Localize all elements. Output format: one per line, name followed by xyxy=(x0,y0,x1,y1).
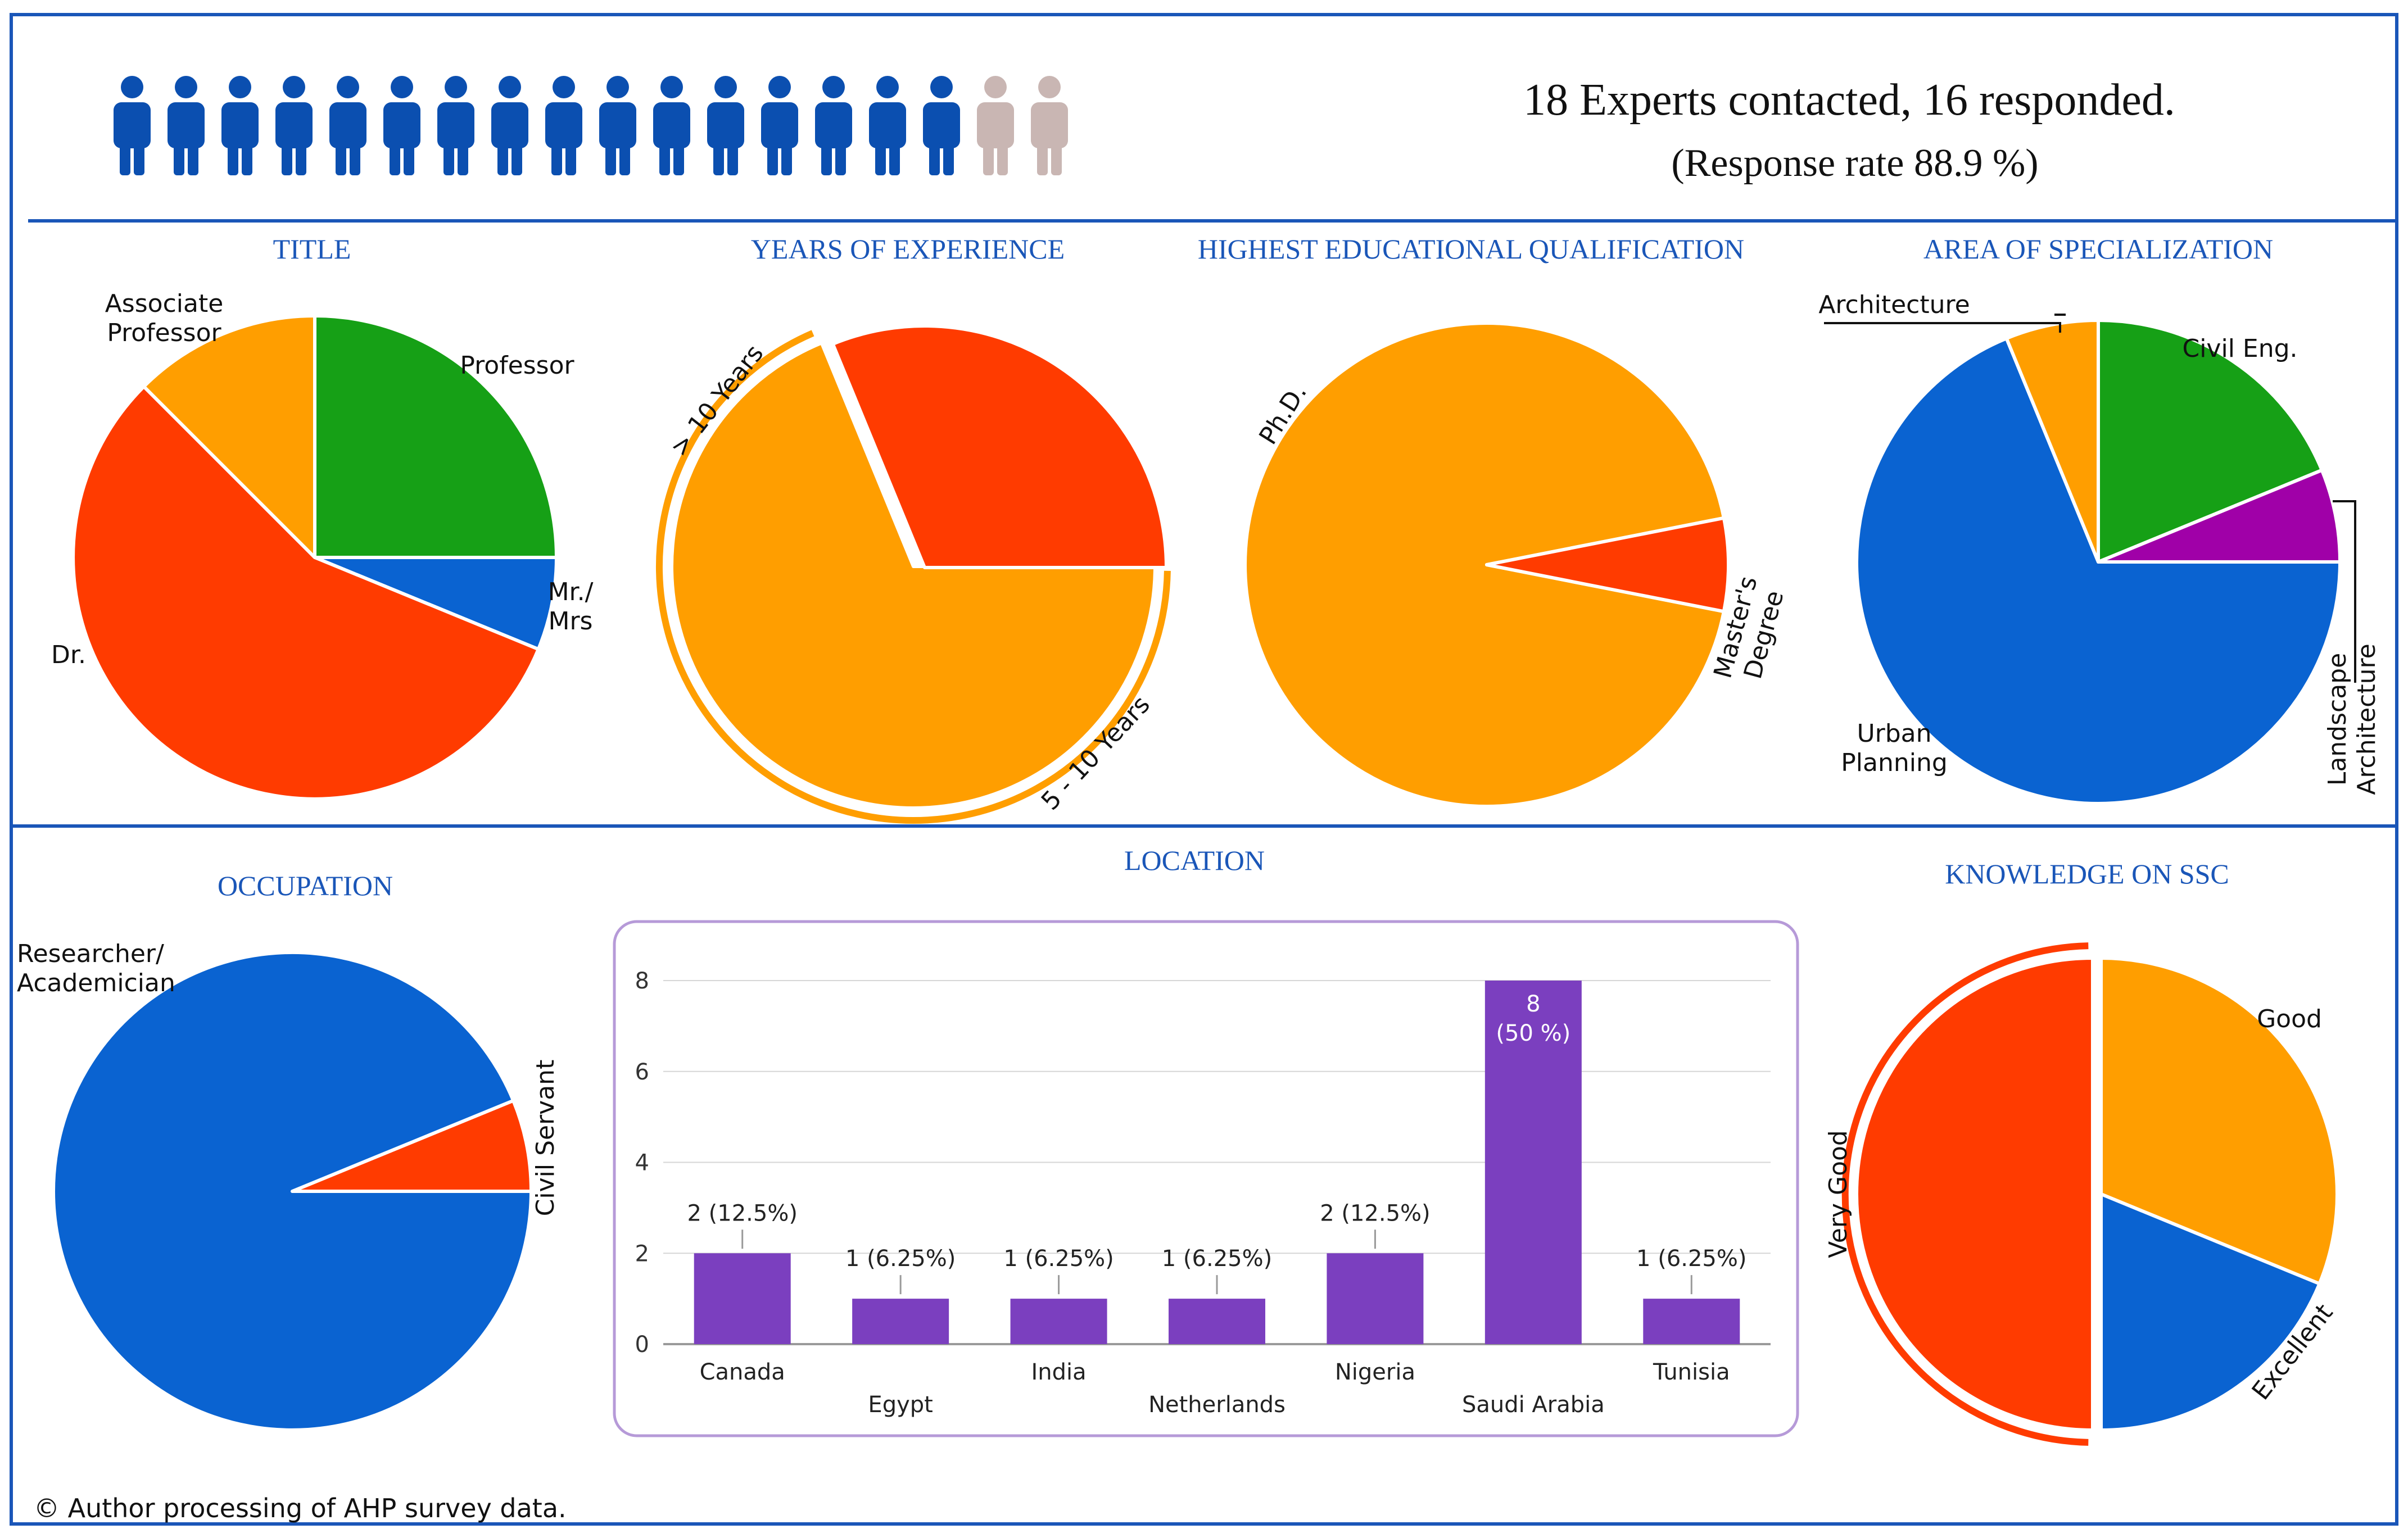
x-category-label: Egypt xyxy=(868,1392,933,1418)
pie-category-label: Mr./Mrs xyxy=(548,578,594,636)
person-icon xyxy=(437,76,474,175)
pie-slice-urban-planning xyxy=(1855,337,2342,805)
x-category-label: Nigeria xyxy=(1335,1359,1415,1385)
pie-slice-5-10-years xyxy=(831,324,1168,569)
pie-slice-10-years xyxy=(670,341,1157,810)
leader-line-architecture xyxy=(1824,322,2061,333)
y-tick-label: 4 xyxy=(635,1150,649,1176)
pie-slice-landscape-architecture xyxy=(2097,468,2342,564)
bar-netherlands xyxy=(1169,1299,1265,1344)
bar-data-label: 2 (12.5%) xyxy=(1320,1200,1430,1226)
footer-credit: © Author processing of AHP survey data. xyxy=(34,1493,567,1523)
bar-tunisia xyxy=(1643,1299,1740,1344)
pie-category-label: Associate Professor xyxy=(105,289,224,347)
pie-category-label: Civil Eng. xyxy=(2182,334,2297,363)
bar-data-label: 1 (6.25%) xyxy=(1003,1246,1114,1272)
bar-data-label: 1 (6.25%) xyxy=(1162,1246,1272,1272)
x-category-label: Netherlands xyxy=(1148,1392,1286,1418)
pie-slice-good xyxy=(2099,956,2339,1286)
pie-slice-ring-10-years xyxy=(655,330,1171,824)
pie-slice-professor xyxy=(313,314,558,559)
person-icon xyxy=(977,76,1014,175)
header-line-2: (Response rate 88.9 %) xyxy=(1671,142,2038,185)
person-icon xyxy=(599,76,636,175)
location-chart-heading: LOCATION xyxy=(1124,845,1265,876)
person-icon xyxy=(383,76,420,175)
person-icon xyxy=(707,76,744,175)
bar-india xyxy=(1010,1299,1107,1344)
header-line-1: 18 Experts contacted, 16 responded. xyxy=(1523,75,2175,125)
pie-slice-dr xyxy=(71,384,540,801)
person-icon xyxy=(114,76,151,175)
pie-category-label: LandscapeArchitecture xyxy=(2323,643,2381,795)
pie-slice-very-good xyxy=(1855,956,2094,1432)
bar-nigeria xyxy=(1327,1253,1424,1344)
location-chart-frame xyxy=(613,920,1799,1437)
pie-category-label: Professor xyxy=(460,351,574,380)
bar-data-label: 1 (6.25%) xyxy=(1636,1246,1746,1272)
y-tick-label: 8 xyxy=(635,968,649,994)
location-bar-chart: 0 2 4 6 8 Canada 2 (12.5%) Egypt 1 (6.25%) India 1… xyxy=(635,968,1771,1418)
respondent-icons xyxy=(114,76,1068,175)
person-icon xyxy=(221,76,259,175)
y-tick-label: 0 xyxy=(635,1332,649,1358)
education-chart-heading: HIGHEST EDUCATIONAL QUALIFICATION xyxy=(1198,233,1744,265)
pie-slice-master-s-degree xyxy=(1485,516,1731,614)
person-icon xyxy=(491,76,528,175)
specialization-chart-heading: AREA OF SPECIALIZATION xyxy=(1923,233,2273,265)
bar-saudi-arabia xyxy=(1484,981,1582,1344)
person-icon xyxy=(275,76,313,175)
person-icon xyxy=(923,76,960,175)
pie-category-label: Civil Servant xyxy=(531,1060,560,1217)
person-icon xyxy=(761,76,798,175)
pie-category-label: Urban Planning xyxy=(1841,719,1948,777)
outer-frame xyxy=(10,13,2398,1526)
pie-category-label: Very Good xyxy=(1824,1130,1853,1258)
experience-chart-heading: YEARS OF EXPERIENCE xyxy=(751,233,1065,265)
pie-slice-civil-servant xyxy=(291,1099,533,1193)
pie-slice-ring-very-good xyxy=(1841,942,2089,1446)
person-icon xyxy=(815,76,852,175)
title-pie-chart: Professor Mr./Mrs Dr. Associate Professor xyxy=(51,289,594,801)
pie-slice-researcher-academician xyxy=(52,950,533,1432)
pie-slice-ph-d xyxy=(1243,321,1726,808)
leader-line-landscape xyxy=(2333,500,2356,683)
pie-category-label: Good xyxy=(2257,1005,2322,1033)
person-icon xyxy=(545,76,582,175)
specialization-pie-chart: Civil Eng. LandscapeArchitecture Urban Plan… xyxy=(1818,291,2381,805)
pie-category-label: Dr. xyxy=(51,641,86,669)
pie-slice-civil-eng xyxy=(2097,319,2324,564)
pie-category-label: Architecture xyxy=(1818,291,1970,319)
pie-slice-architecture xyxy=(2004,319,2100,564)
bar-canada xyxy=(694,1253,791,1344)
knowledge-chart-heading: KNOWLEDGE ON SSC xyxy=(1945,858,2229,890)
bar-data-label: 1 (6.25%) xyxy=(845,1246,956,1272)
pie-slice-mr-mrs xyxy=(313,556,558,651)
pie-slice-excellent xyxy=(2099,1192,2321,1432)
bar-data-label: 8 (50 %) xyxy=(1496,991,1570,1046)
x-category-label: Canada xyxy=(700,1359,785,1385)
education-pie-chart: Ph.D.Master'sDegree xyxy=(1243,321,1790,808)
person-icon xyxy=(168,76,205,175)
x-category-label: India xyxy=(1031,1359,1086,1385)
bar-data-label: 2 (12.5%) xyxy=(687,1200,797,1226)
occupation-chart-heading: OCCUPATION xyxy=(218,870,393,901)
y-tick-label: 2 xyxy=(635,1241,649,1267)
x-category-label: Tunisia xyxy=(1653,1359,1730,1385)
y-tick-label: 6 xyxy=(635,1059,649,1085)
person-icon xyxy=(329,76,366,175)
occupation-pie-chart: Civil Servant Researcher/Academician xyxy=(17,940,560,1432)
person-icon xyxy=(653,76,690,175)
pie-category-label: Researcher/Academician xyxy=(17,940,175,997)
person-icon xyxy=(869,76,906,175)
bar-egypt xyxy=(852,1299,949,1344)
x-category-label: Saudi Arabia xyxy=(1462,1392,1605,1418)
title-chart-heading: TITLE xyxy=(273,233,351,265)
pie-slice-associate-professor xyxy=(142,314,316,559)
person-icon xyxy=(1031,76,1068,175)
